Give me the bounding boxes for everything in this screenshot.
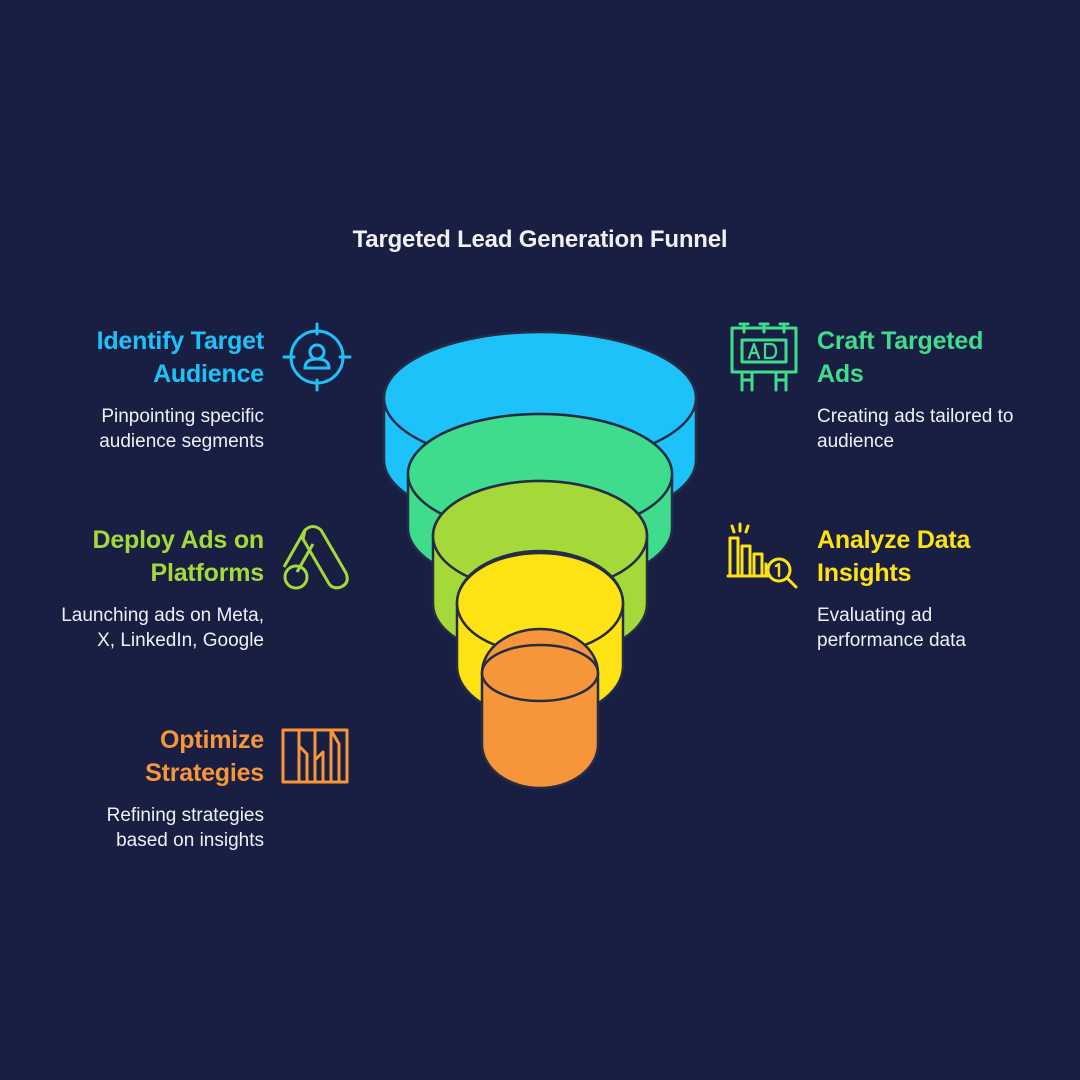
step-identify-target-audience: Identify Target Audience Pinpointing spe… [14, 325, 265, 454]
step-desc-line2: performance data [817, 630, 966, 651]
step-desc-line1: Pinpointing specific [101, 406, 264, 427]
funnel-layer-5 [480, 627, 600, 790]
step-desc-line1: Creating ads tailored to [817, 406, 1014, 427]
strategy-columns-icon [281, 728, 349, 784]
ad-billboard-icon [730, 322, 798, 392]
step-desc-line2: audience segments [99, 431, 264, 452]
step-title-line2: Platforms [150, 559, 264, 587]
step-title-line2: Ads [817, 360, 864, 388]
step-desc-line2: audience [817, 431, 895, 452]
step-desc-line2: X, LinkedIn, Google [97, 630, 264, 651]
target-user-icon [282, 322, 352, 392]
step-desc-line1: Refining strategies [106, 805, 264, 826]
step-optimize-strategies: Optimize Strategies Refining strategies … [14, 724, 265, 853]
step-title-line1: Optimize [160, 726, 264, 754]
step-desc-line2: based on insights [116, 830, 264, 851]
step-analyze-data-insights: Analyze Data Insights Evaluating ad perf… [817, 524, 1067, 653]
step-title-line1: Craft Targeted [817, 327, 984, 355]
step-title-line2: Audience [153, 360, 264, 388]
step-craft-targeted-ads: Craft Targeted Ads Creating ads tailored… [817, 325, 1067, 454]
step-title-line1: Analyze Data [817, 526, 971, 554]
step-title-line2: Strategies [145, 759, 264, 787]
step-title-line1: Deploy Ads on [92, 526, 265, 554]
diagram-title: Targeted Lead Generation Funnel [352, 226, 728, 253]
step-title-line1: Identify Target [96, 327, 265, 355]
step-title-line2: Insights [817, 559, 912, 587]
google-ads-icon [282, 525, 349, 590]
chart-magnifier-icon [726, 522, 798, 589]
step-desc-line1: Evaluating ad [817, 605, 933, 626]
step-deploy-ads-on-platforms: Deploy Ads on Platforms Launching ads on… [14, 524, 264, 653]
step-desc-line1: Launching ads on Meta, [61, 605, 264, 626]
